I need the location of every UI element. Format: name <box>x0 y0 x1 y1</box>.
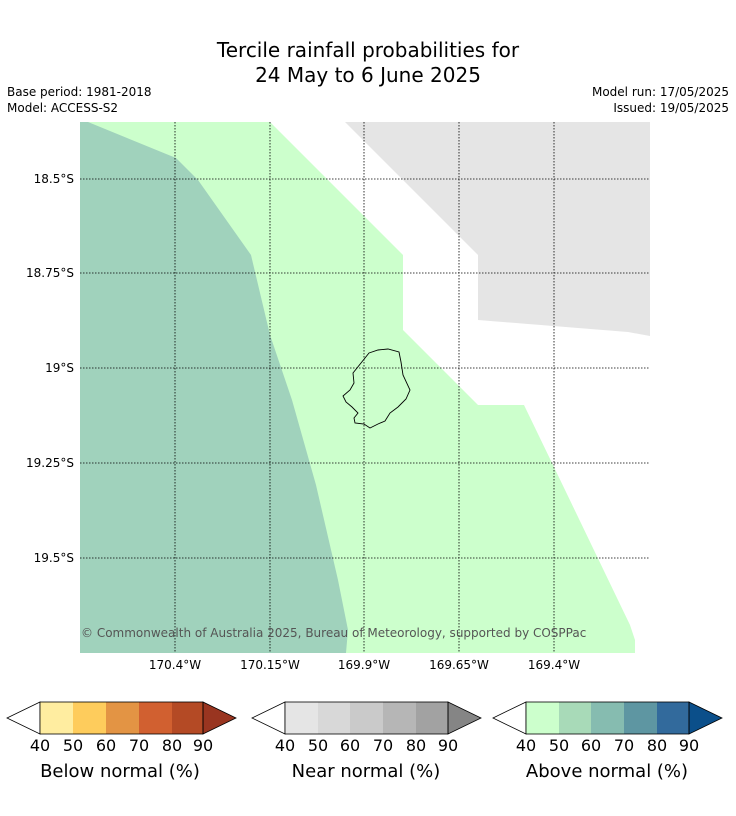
issued-date: Issued: 19/05/2025 <box>613 101 729 115</box>
colorbar-above-swatch-5 <box>657 702 689 734</box>
colorbar-near-tick-40: 40 <box>275 736 295 755</box>
colorbar-near-tick-50: 50 <box>308 736 328 755</box>
legend-near-normal: 40 50 60 70 80 90 <box>251 700 491 760</box>
title-line-2: 24 May to 6 June 2025 <box>255 63 481 87</box>
legend-near-title: Near normal (%) <box>291 761 441 782</box>
copyright-notice: © Commonwealth of Australia 2025, Bureau… <box>81 626 586 640</box>
colorbar-above-swatch-1 <box>526 702 559 734</box>
lon-label-4: 169.65°W <box>429 658 489 672</box>
colorbar-near-upper-arrow <box>447 701 482 735</box>
model-name: Model: ACCESS-S2 <box>7 101 119 115</box>
colorbar-below: 40 50 60 70 80 90 <box>6 701 237 755</box>
colorbar-near-swatch-5 <box>416 702 448 734</box>
colorbar-below-tick-40: 40 <box>30 736 50 755</box>
lon-label-1: 170.4°W <box>149 658 201 672</box>
colorbar-near: 40 50 60 70 80 90 <box>251 701 482 755</box>
meta-left: Base period: 1981-2018 Model: ACCESS-S2 <box>7 84 152 116</box>
map-title: Tercile rainfall probabilities for 24 Ma… <box>0 38 736 88</box>
lat-label-4: 19.25°S <box>26 456 74 470</box>
colorbar-near-tick-70: 70 <box>373 736 393 755</box>
colorbar-below-tick-80: 80 <box>162 736 182 755</box>
colorbar-near-tick-80: 80 <box>406 736 426 755</box>
colorbar-above-tick-40: 40 <box>516 736 536 755</box>
colorbar-near-swatch-1 <box>285 702 318 734</box>
colorbar-below-upper-arrow <box>202 701 237 735</box>
colorbar-near-frame <box>284 701 449 735</box>
colorbar-below-frame <box>39 701 204 735</box>
colorbar-above-lower-arrow <box>492 701 527 735</box>
colorbar-above: 40 50 60 70 80 90 <box>492 701 723 755</box>
colorbar-above-tick-60: 60 <box>581 736 601 755</box>
colorbar-above-upper-arrow <box>688 701 723 735</box>
colorbar-near-lower-arrow <box>251 701 286 735</box>
legend-below-title: Below normal (%) <box>40 761 200 782</box>
colorbar-below-swatch-5 <box>172 702 203 734</box>
lat-label-3: 19°S <box>45 361 74 375</box>
colorbar-below-swatch-2 <box>73 702 106 734</box>
colorbar-near-tick-60: 60 <box>340 736 360 755</box>
colorbar-near-swatch-4 <box>383 702 416 734</box>
island-outline <box>342 348 411 429</box>
graticule <box>80 122 650 653</box>
colorbar-above-swatch-3 <box>591 702 624 734</box>
legend-above-normal: 40 50 60 70 80 90 <box>492 700 732 760</box>
colorbar-below-swatch-1 <box>40 702 73 734</box>
lon-label-2: 170.15°W <box>240 658 300 672</box>
base-period: Base period: 1981-2018 <box>7 85 152 99</box>
colorbar-below-swatch-3 <box>106 702 139 734</box>
colorbar-near-tick-90: 90 <box>438 736 458 755</box>
model-run: Model run: 17/05/2025 <box>591 85 729 99</box>
colorbar-below-tick-60: 60 <box>96 736 116 755</box>
near-normal-40-region <box>345 122 650 336</box>
map-area <box>80 122 650 653</box>
legend-below-normal: 40 50 60 70 80 90 <box>5 700 245 760</box>
colorbar-above-frame <box>525 701 690 735</box>
lon-label-5: 169.4°W <box>528 658 580 672</box>
lat-label-1: 18.5°S <box>34 172 74 186</box>
colorbar-near-swatch-3 <box>350 702 383 734</box>
colorbar-above-tick-50: 50 <box>549 736 569 755</box>
title-line-1: Tercile rainfall probabilities for <box>216 38 520 62</box>
colorbar-below-tick-50: 50 <box>63 736 83 755</box>
above-normal-60-region <box>80 122 348 653</box>
colorbar-above-tick-90: 90 <box>679 736 699 755</box>
colorbar-below-swatch-4 <box>139 702 172 734</box>
colorbar-above-swatch-2 <box>559 702 591 734</box>
meta-right: Model run: 17/05/2025 Issued: 19/05/2025 <box>592 84 729 116</box>
lat-label-2: 18.75°S <box>26 266 74 280</box>
legend-above-title: Above normal (%) <box>525 761 689 782</box>
colorbar-below-lower-arrow <box>6 701 41 735</box>
colorbar-near-swatch-2 <box>318 702 350 734</box>
colorbar-above-tick-70: 70 <box>614 736 634 755</box>
colorbar-below-tick-70: 70 <box>129 736 149 755</box>
colorbar-above-swatch-4 <box>624 702 657 734</box>
colorbar-below-tick-90: 90 <box>193 736 213 755</box>
lon-label-3: 169.9°W <box>338 658 390 672</box>
lat-label-5: 19.5°S <box>34 551 74 565</box>
colorbar-above-tick-80: 80 <box>647 736 667 755</box>
